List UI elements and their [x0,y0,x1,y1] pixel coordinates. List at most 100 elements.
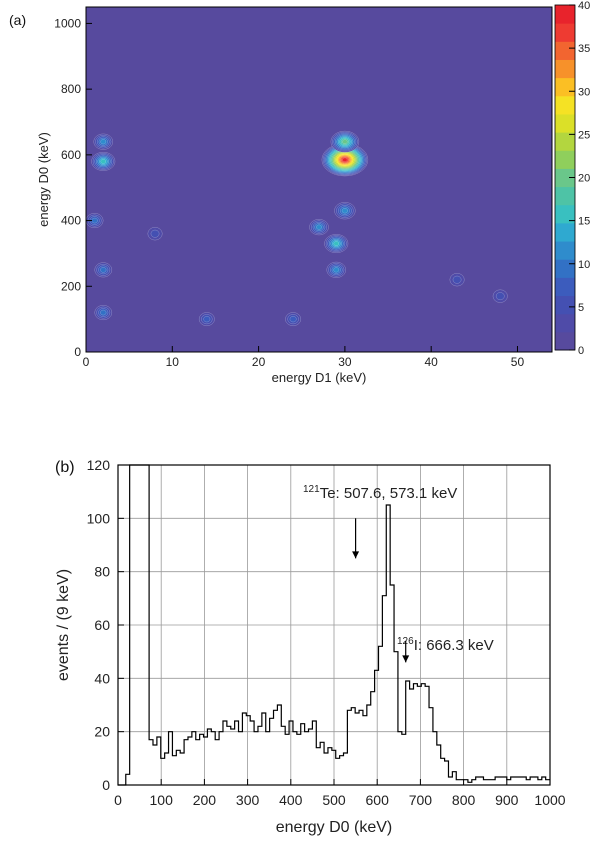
colorbar-swatch [555,41,575,60]
x-tick-label: 30 [338,355,352,369]
x-tick-label: 20 [252,355,266,369]
contour-level [203,315,211,323]
colorbar-tick-label: 10 [578,259,590,271]
colorbar-tick-label: 0 [578,345,584,357]
contour-level [342,157,348,162]
heatmap-hotspot [334,202,356,220]
colorbar-tick-label: 25 [578,129,590,141]
panel-b-label: (b) [55,459,75,476]
y-tick-label: 80 [94,564,110,580]
contour-level [289,315,297,323]
y-tick-label: 20 [94,724,110,740]
contour-level [495,292,505,301]
heatmap-hotspot [492,289,508,303]
y-axis-title: events / (9 keV) [55,569,72,681]
colorbar-tick-label: 30 [578,86,590,98]
contour-level [341,207,349,214]
y-tick-label: 0 [102,777,110,793]
x-tick-label: 800 [452,792,476,808]
x-tick-label: 0 [114,792,122,808]
peak-annotation: 126I: 666.3 keV [397,636,494,654]
heatmap-hotspot [326,261,347,278]
colorbar-swatch [555,77,575,97]
colorbar-swatch [555,5,575,24]
colorbar-tick-label: 5 [578,302,584,314]
heatmap-hotspot [147,227,163,241]
contour-level [342,139,348,145]
colorbar-tick-label: 35 [578,43,590,55]
histogram-panel: 0 100 200 300 400 500 600 700 800 900 1000 0 20 40 60 8… [55,457,566,836]
x-tick-label: 200 [193,792,217,808]
colorbar-swatch [555,132,575,151]
x-tick-label: 700 [409,792,433,808]
colorbar-swatch [555,23,575,42]
heatmap-hotspot [198,312,215,327]
contour-level [452,275,462,284]
colorbar-tick-label: 15 [578,216,590,228]
y-tick-label: 60 [94,617,110,633]
x-tick-label: 1000 [534,792,565,808]
y-tick-label: 400 [61,214,81,228]
contour-level [150,229,160,238]
contour-level [333,241,340,246]
x-tick-label: 10 [166,355,180,369]
colorbar-swatch [555,313,575,333]
y-tick-label: 1000 [54,16,81,30]
annotation-arrowhead [402,655,410,663]
colorbar-swatch [555,186,575,206]
heatmap-hotspot [94,262,113,278]
x-tick-label: 300 [236,792,260,808]
x-tick-label: 500 [322,792,346,808]
contour-level [100,309,107,316]
colorbar-swatch [555,295,575,315]
contour-level [316,224,322,230]
heatmap-hotspot [285,312,302,327]
colorbar-swatch [555,59,575,79]
x-axis-title: energy D1 (keV) [272,370,367,385]
contour-level [333,267,340,273]
x-axis-title: energy D0 (keV) [276,819,393,836]
heatmap-hotspot [321,143,369,177]
colorbar-swatch [555,113,575,133]
heatmap-hotspot [91,151,116,171]
contour-level [100,267,107,273]
colorbar-swatch [555,204,575,224]
x-tick-label: 900 [495,792,519,808]
heatmap-hotspot [94,305,113,321]
colorbar-swatch [555,150,575,169]
heatmap-hotspot [449,273,465,287]
heatmap-background [86,7,552,352]
y-tick-label: 120 [87,457,111,473]
colorbar-tick-label: 40 [578,0,590,12]
heatmap-hotspot [330,130,360,153]
plot-frame [85,6,553,353]
heatmap-hotspot [309,219,329,236]
colorbar-swatch [555,241,575,260]
histogram-line [118,464,550,786]
y-tick-label: 40 [94,670,110,686]
colorbar-swatch [555,277,575,297]
y-tick-label: 0 [74,345,81,359]
x-tick-label: 50 [511,355,525,369]
heatmap-hotspot [93,133,114,150]
heatmap-hotspot [86,213,104,229]
heatmap-hotspot [324,234,349,254]
y-tick-label: 600 [61,148,81,162]
colorbar-swatch [555,259,575,278]
x-tick-label: 40 [425,355,439,369]
colorbar-swatch [555,222,575,242]
colorbar-swatch [555,331,575,351]
panel-a-label: (a) [9,12,27,28]
x-tick-label: 600 [366,792,390,808]
contour-level [91,217,98,224]
x-tick-label: 100 [150,792,174,808]
annotation-arrowhead [352,551,360,559]
y-tick-label: 200 [61,279,81,293]
x-tick-label: 0 [83,355,90,369]
colorbar-tick-label: 20 [578,173,590,185]
y-axis-title: energy D0 (keV) [36,132,51,227]
x-tick-label: 400 [279,792,303,808]
y-tick-label: 100 [87,510,111,526]
